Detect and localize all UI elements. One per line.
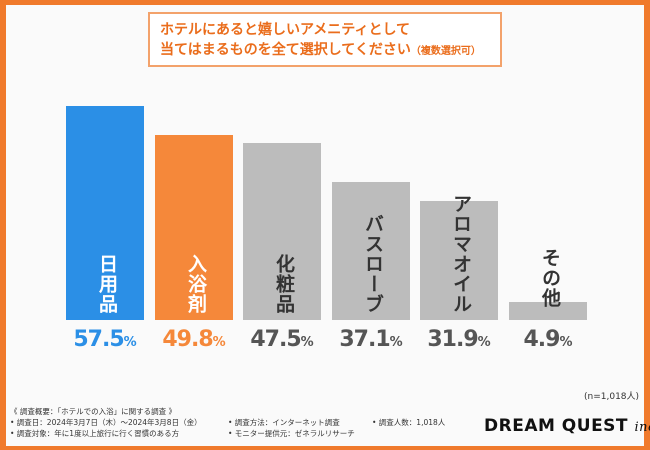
value-number-1: 57.5 [73, 327, 124, 352]
chart-title-note: （複数選択可） [410, 46, 481, 57]
value-unit-1: % [123, 335, 137, 350]
bar-1 [66, 106, 144, 320]
bar-6 [509, 302, 587, 320]
value-number-5: 31.9 [427, 327, 478, 352]
value-label-5: 31.9% [419, 327, 499, 352]
chart-title-line1: ホテルにあると嬉しいアメニティとして [160, 22, 411, 38]
bar-3 [243, 143, 321, 320]
value-label-4: 37.1% [331, 327, 411, 352]
bar-label-5: アロマオイル [450, 194, 472, 314]
value-unit-6: % [559, 335, 573, 350]
bar-label-1: 日用品 [96, 254, 118, 314]
value-number-4: 37.1 [339, 327, 390, 352]
value-unit-4: % [389, 335, 403, 350]
bar-label-3: 化粧品 [273, 254, 295, 314]
value-number-3: 47.5 [250, 327, 301, 352]
frame-border-right [644, 0, 650, 450]
footer-count: • 調査人数：1,018人 [372, 418, 446, 427]
chart-title-line2-text: 当てはまるものを全て選択してください [160, 42, 411, 58]
chart-title-box: ホテルにあると嬉しいアメニティとして 当てはまるものを全て選択してください（複数… [148, 12, 502, 67]
frame-border-top [0, 0, 650, 5]
bar-label-6: その他 [539, 248, 561, 308]
value-unit-2: % [212, 335, 226, 350]
footer-provider: • モニター提供元：ゼネラルリサーチ [228, 429, 355, 438]
logo-sub: inc. [634, 420, 650, 435]
frame-border-bottom [0, 446, 650, 450]
value-label-6: 4.9% [508, 327, 588, 352]
value-label-3: 47.5% [242, 327, 322, 352]
bar-5 [420, 201, 498, 320]
footer-target: • 調査対象：年に1度以上旅行に行く習慣のある方 [10, 429, 180, 438]
value-unit-3: % [300, 335, 314, 350]
bar-2 [155, 135, 233, 320]
company-logo: DREAM QUEST inc. [484, 416, 650, 436]
frame-border-left [0, 0, 6, 450]
value-number-6: 4.9 [523, 327, 560, 352]
bar-4 [332, 182, 410, 320]
bar-label-2: 入浴剤 [185, 254, 207, 314]
footer-date: • 調査日：2024年3月7日（木）～2024年3月8日（金） [10, 418, 202, 427]
value-label-2: 49.8% [154, 327, 234, 352]
chart-title-line2: 当てはまるものを全て選択してください（複数選択可） [160, 40, 490, 62]
footer-overview: 《 調査概要：「ホテルでの入浴」に関する調査 》 [10, 407, 177, 416]
value-number-2: 49.8 [162, 327, 213, 352]
sample-size-note: (n=1,018人) [584, 392, 640, 402]
logo-main: DREAM QUEST [484, 416, 629, 436]
value-label-1: 57.5% [65, 327, 145, 352]
value-unit-5: % [477, 335, 491, 350]
footer-method: • 調査方法：インターネット調査 [228, 418, 340, 427]
bar-label-4: バスローブ [362, 214, 384, 314]
